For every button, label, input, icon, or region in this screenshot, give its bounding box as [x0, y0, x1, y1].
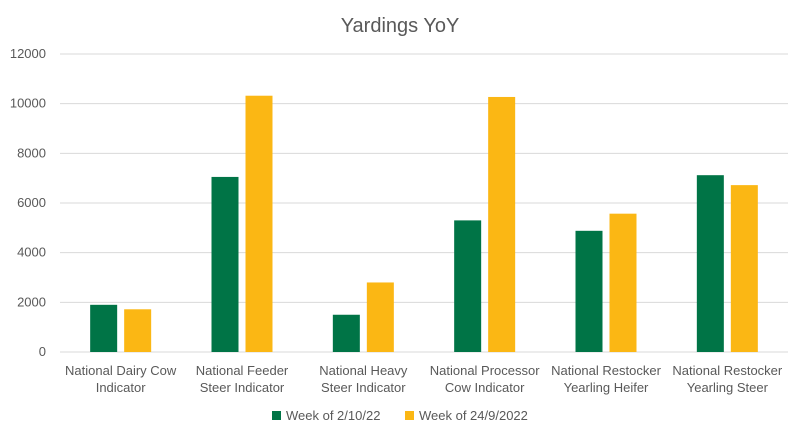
category-label: National Feeder Steer Indicator: [196, 363, 289, 395]
y-tick-label: 10000: [10, 96, 46, 111]
gridlines: [60, 53, 788, 353]
bar-1-4: [454, 220, 482, 352]
y-axis-ticks: 0 2000 4000 6000 8000 10000 12000: [10, 46, 46, 359]
bar-1-6: [696, 175, 724, 352]
category-labels: National Dairy Cow Indicator National Feed…: [65, 363, 783, 395]
y-tick-label: 6000: [17, 195, 46, 210]
y-tick-label: 2000: [17, 294, 46, 309]
category-label: National Restocker Yearling Steer: [672, 363, 782, 395]
bar-2-3: [366, 282, 394, 352]
chart-title: Yardings YoY: [341, 15, 460, 37]
bar-1-2: [211, 176, 239, 352]
category-label: National Processor Cow Indicator: [430, 363, 540, 395]
bar-2-2: [245, 95, 273, 352]
y-tick-label: 12000: [10, 46, 46, 61]
bar-2-4: [488, 96, 516, 352]
category-label: National Restocker Yearling Heifer: [551, 363, 661, 395]
y-tick-label: 0: [39, 344, 46, 359]
bars: [90, 95, 758, 352]
bar-1-1: [90, 304, 118, 352]
legend-label: Week of 2/10/22: [286, 408, 380, 423]
bar-1-3: [332, 314, 360, 352]
bar-1-5: [575, 230, 603, 352]
legend-swatch: [405, 411, 414, 420]
legend: Week of 2/10/22 Week of 24/9/2022: [272, 408, 528, 423]
y-tick-label: 4000: [17, 245, 46, 260]
legend-swatch: [272, 411, 281, 420]
y-tick-label: 8000: [17, 145, 46, 160]
bar-2-1: [124, 309, 152, 352]
category-label: National Dairy Cow Indicator: [65, 363, 177, 395]
category-label: National Heavy Steer Indicator: [319, 363, 408, 395]
bar-2-5: [609, 213, 637, 352]
bar-2-6: [730, 185, 758, 352]
legend-label: Week of 24/9/2022: [419, 408, 528, 423]
